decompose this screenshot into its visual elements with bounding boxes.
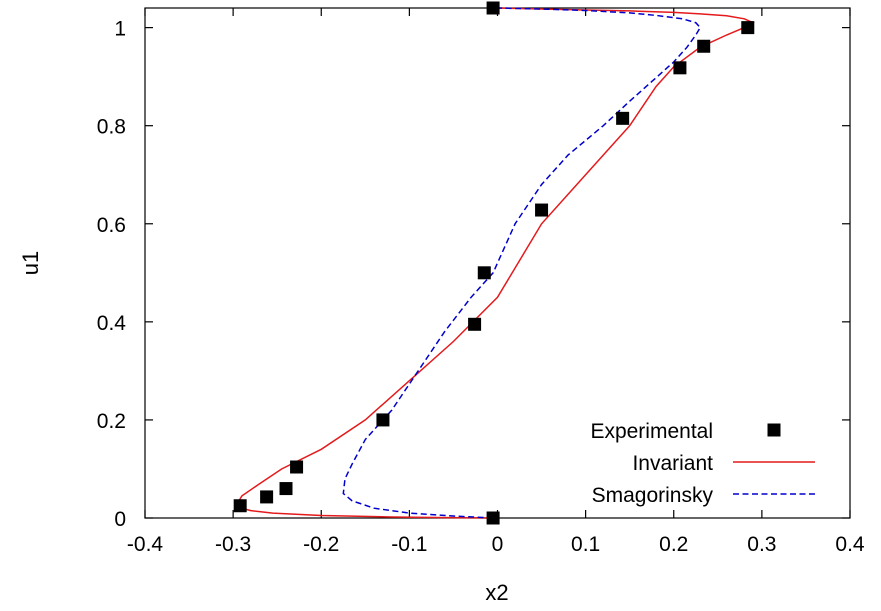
x-axis-label: x2 xyxy=(485,580,508,605)
experimental-data-point xyxy=(486,511,500,525)
y-tick-label: 0.2 xyxy=(97,410,126,433)
y-tick-label: 0.4 xyxy=(97,312,127,335)
x-tick-label: 0.1 xyxy=(571,533,600,556)
experimental-data-point xyxy=(535,203,549,217)
experimental-data-point xyxy=(279,482,293,496)
experimental-markers xyxy=(233,1,755,525)
experimental-data-point xyxy=(486,1,500,15)
experimental-data-point xyxy=(233,499,247,513)
legend: Experimental Invariant Smagorinsky xyxy=(590,420,815,507)
x-tick-label: -0.2 xyxy=(303,533,339,556)
smagorinsky-series-line xyxy=(342,7,702,519)
y-axis-label: u1 xyxy=(18,251,43,275)
x-tick-label: -0.4 xyxy=(127,533,164,556)
axis-ticks: -0.4 -0.3 -0.2 -0.1 0 0.1 0.2 0.3 0.4 0 0.2 0.4 0.6 0… xyxy=(97,8,865,556)
y-tick-label: 0.6 xyxy=(97,214,126,237)
y-tick-label: 0 xyxy=(114,508,126,531)
x-tick-label: -0.1 xyxy=(391,533,427,556)
x-tick-label: 0 xyxy=(492,533,504,556)
legend-label-invariant: Invariant xyxy=(632,452,713,475)
legend-swatch-experimental xyxy=(767,423,781,437)
x-tick-label: -0.3 xyxy=(215,533,251,556)
experimental-data-point xyxy=(290,460,304,474)
experimental-data-point xyxy=(741,21,755,35)
experimental-data-point xyxy=(260,490,274,504)
plot-frame xyxy=(144,7,851,519)
experimental-data-point xyxy=(468,317,482,331)
x-tick-label: 0.4 xyxy=(835,533,865,556)
legend-label-experimental: Experimental xyxy=(590,420,713,443)
experimental-data-point xyxy=(477,266,491,280)
y-tick-label: 1 xyxy=(114,18,126,41)
legend-label-smagorinsky: Smagorinsky xyxy=(592,484,714,507)
y-tick-label: 0.8 xyxy=(97,116,126,139)
x-tick-label: 0.3 xyxy=(747,533,776,556)
experimental-data-point xyxy=(376,413,390,427)
experimental-data-point xyxy=(673,61,687,75)
experimental-data-point xyxy=(616,111,630,125)
experimental-data-point xyxy=(697,39,711,53)
x-tick-label: 0.2 xyxy=(659,533,688,556)
